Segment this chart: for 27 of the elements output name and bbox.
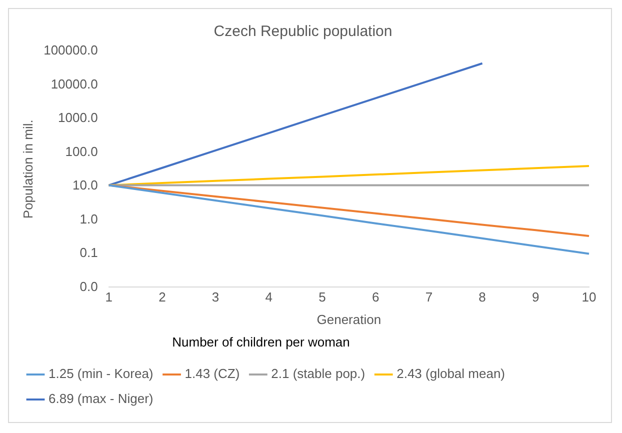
y-tick-label: 1000.0	[58, 110, 98, 126]
y-tick-label: 100000.0	[44, 42, 98, 58]
x-tick-label: 9	[532, 290, 540, 305]
x-tick-label: 5	[318, 290, 326, 305]
y-tick-label: 1.0	[80, 211, 98, 226]
legend-label: 1.43 (CZ)	[184, 366, 240, 382]
legend-label: 1.25 (min - Korea)	[48, 366, 154, 382]
legend-label: 2.43 (global mean)	[396, 366, 506, 382]
legend-label: 2.1 (stable pop.)	[271, 366, 366, 382]
chart-title: Czech Republic population	[214, 23, 392, 40]
y-tick-label: 100.0	[65, 144, 98, 159]
x-tick-label: 7	[425, 290, 433, 305]
x-tick-label: 4	[265, 290, 272, 305]
y-tick-label: 10.0	[72, 178, 98, 193]
x-tick-label: 10	[582, 290, 596, 305]
legend-label: 6.89 (max - Niger)	[48, 391, 154, 406]
x-tick-label: 3	[212, 290, 220, 305]
x-tick-label: 8	[478, 290, 486, 305]
y-axis-title: Population in mil.	[20, 120, 36, 219]
y-tick-label: 0.0	[80, 278, 98, 294]
legend-title: Number of children per woman	[172, 334, 350, 350]
x-tick-label: 2	[158, 290, 166, 305]
x-tick-label: 1	[105, 290, 112, 305]
x-axis-title: Generation	[316, 312, 382, 328]
y-tick-label: 10000.0	[50, 76, 98, 92]
y-tick-label: 0.1	[80, 245, 98, 260]
x-tick-label: 6	[372, 290, 380, 305]
